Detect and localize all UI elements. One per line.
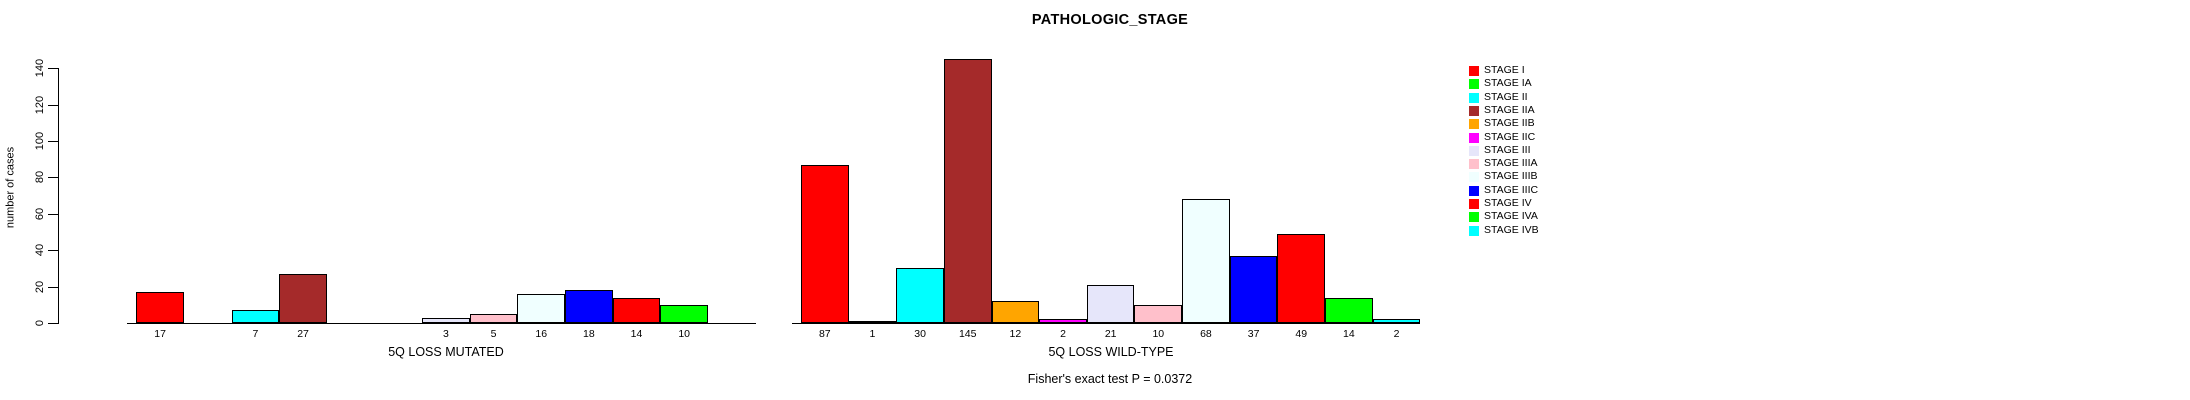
fisher-test-annotation: Fisher's exact test P = 0.0372 bbox=[1027, 372, 1193, 386]
bar-value-wild-type-stage-ivb: 2 bbox=[1393, 328, 1400, 340]
legend-label-stage-iic: STAGE IIC bbox=[1484, 130, 1536, 143]
legend-swatch-stage-iic bbox=[1469, 132, 1479, 143]
bar-value-wild-type-stage-iib: 12 bbox=[1009, 328, 1022, 340]
bar-mutated-stage-iva bbox=[660, 304, 708, 323]
bar-value-mutated-stage-iia: 27 bbox=[297, 328, 309, 340]
y-axis-tick-label-60: 60 bbox=[34, 207, 46, 220]
legend-swatch-stage-iib bbox=[1469, 119, 1479, 130]
y-axis-tick-100 bbox=[48, 140, 58, 142]
legend-label-stage-ia: STAGE IA bbox=[1484, 77, 1532, 90]
bar-wild-type-stage-ia bbox=[848, 321, 897, 324]
bar-mutated-stage-iiib bbox=[517, 293, 566, 323]
bar-wild-type-stage-iiia bbox=[1134, 304, 1183, 323]
x-axis-label-mutated: 5Q LOSS MUTATED bbox=[388, 345, 504, 359]
bar-wild-type-stage-iii bbox=[1086, 284, 1135, 323]
bar-wild-type-stage-iva bbox=[1325, 297, 1373, 323]
bar-value-wild-type-stage-iiic: 37 bbox=[1247, 328, 1260, 340]
bar-wild-type-stage-iiib bbox=[1182, 199, 1230, 323]
legend-swatch-stage-iiia bbox=[1469, 159, 1479, 170]
bar-wild-type-stage-iib bbox=[991, 301, 1040, 323]
bar-value-mutated-stage-ii: 7 bbox=[252, 328, 259, 340]
bar-value-wild-type-stage-iii: 21 bbox=[1104, 328, 1117, 340]
legend-label-stage-iia: STAGE IIA bbox=[1484, 103, 1535, 116]
legend-label-stage-iv: STAGE IV bbox=[1484, 197, 1532, 209]
legend-swatch-stage-ivb bbox=[1469, 225, 1479, 236]
legend-swatch-stage-iiib bbox=[1469, 172, 1479, 183]
y-axis-tick-120 bbox=[48, 104, 58, 106]
x-axis-line-mutated bbox=[126, 323, 756, 324]
bar-mutated-stage-iiia bbox=[469, 313, 518, 323]
bar-value-wild-type-stage-iv: 49 bbox=[1295, 328, 1308, 340]
y-axis-tick-label-40: 40 bbox=[34, 244, 46, 257]
bar-wild-type-stage-iia bbox=[943, 59, 992, 323]
legend-swatch-stage-i bbox=[1469, 66, 1479, 76]
legend-label-stage-iiib: STAGE IIIB bbox=[1484, 170, 1538, 183]
legend-label-stage-ivb: STAGE IVB bbox=[1484, 223, 1539, 236]
bar-wild-type-stage-iv bbox=[1277, 233, 1326, 323]
y-axis-tick-60 bbox=[48, 213, 58, 215]
y-axis-line bbox=[58, 68, 59, 324]
bar-value-mutated-stage-iva: 10 bbox=[678, 328, 690, 340]
legend-label-stage-ii: STAGE II bbox=[1484, 90, 1528, 103]
bar-value-wild-type-stage-i: 87 bbox=[818, 328, 831, 340]
bar-mutated-stage-iiic bbox=[565, 290, 613, 323]
legend-swatch-stage-iv bbox=[1469, 199, 1479, 209]
bar-value-mutated-stage-iiic: 18 bbox=[583, 328, 595, 340]
legend-label-stage-iva: STAGE IVA bbox=[1484, 210, 1538, 223]
bar-mutated-stage-iii bbox=[422, 317, 470, 323]
y-axis-tick-label-140: 140 bbox=[34, 58, 46, 78]
bar-mutated-stage-iv bbox=[612, 297, 661, 323]
legend-label-stage-iiic: STAGE IIIC bbox=[1484, 183, 1539, 196]
bar-wild-type-stage-ivb bbox=[1372, 319, 1421, 323]
bar-value-mutated-stage-iv: 14 bbox=[630, 328, 643, 340]
y-axis-tick-0 bbox=[48, 323, 58, 324]
bar-wild-type-stage-ii bbox=[896, 268, 944, 323]
y-axis-tick-label-20: 20 bbox=[34, 280, 46, 293]
bar-value-wild-type-stage-ia: 1 bbox=[869, 328, 876, 340]
y-axis-tick-20 bbox=[48, 286, 58, 288]
y-axis-tick-label-0: 0 bbox=[34, 319, 46, 327]
y-axis-tick-80 bbox=[48, 177, 58, 179]
legend-swatch-stage-iiic bbox=[1469, 185, 1479, 196]
bar-value-mutated-stage-iiib: 16 bbox=[535, 328, 548, 340]
bar-value-mutated-stage-iiia: 5 bbox=[490, 328, 497, 340]
y-axis-tick-40 bbox=[48, 250, 58, 252]
y-axis-title: number of cases bbox=[4, 146, 17, 229]
legend-label-stage-iib: STAGE IIB bbox=[1484, 117, 1535, 130]
bar-value-mutated-stage-i: 17 bbox=[154, 328, 166, 340]
x-axis-line-wild-type bbox=[791, 323, 1421, 324]
y-axis-tick-label-80: 80 bbox=[34, 171, 46, 184]
bar-value-wild-type-stage-iva: 14 bbox=[1343, 328, 1355, 340]
legend-swatch-stage-ii bbox=[1469, 92, 1479, 103]
legend-label-stage-iiia: STAGE IIIA bbox=[1484, 157, 1538, 170]
bar-value-wild-type-stage-iia: 145 bbox=[958, 328, 977, 340]
legend-swatch-stage-iva bbox=[1469, 212, 1479, 223]
bar-value-wild-type-stage-iic: 2 bbox=[1060, 328, 1066, 340]
bar-mutated-stage-i bbox=[136, 292, 184, 323]
bar-value-wild-type-stage-ii: 30 bbox=[914, 328, 926, 340]
x-axis-label-wild-type: 5Q LOSS WILD-TYPE bbox=[1048, 345, 1174, 359]
bar-wild-type-stage-i bbox=[801, 164, 849, 323]
legend-swatch-stage-iii bbox=[1469, 145, 1479, 156]
bar-wild-type-stage-iiic bbox=[1229, 255, 1278, 323]
legend-swatch-stage-iia bbox=[1469, 105, 1479, 116]
bar-value-mutated-stage-iii: 3 bbox=[443, 328, 449, 340]
chart-title: PATHOLOGIC_STAGE bbox=[1031, 12, 1189, 28]
bar-value-wild-type-stage-iiib: 68 bbox=[1200, 328, 1212, 340]
bar-mutated-stage-iia bbox=[279, 273, 327, 323]
bar-value-wild-type-stage-iiia: 10 bbox=[1152, 328, 1165, 340]
legend-swatch-stage-ia bbox=[1469, 79, 1479, 90]
bar-mutated-stage-ii bbox=[231, 310, 280, 323]
y-axis-tick-label-100: 100 bbox=[34, 131, 46, 151]
bar-wild-type-stage-iic bbox=[1039, 319, 1087, 323]
legend-label-stage-i: STAGE I bbox=[1484, 64, 1525, 76]
y-axis-tick-140 bbox=[48, 68, 58, 70]
legend-label-stage-iii: STAGE III bbox=[1484, 143, 1531, 156]
y-axis-tick-label-120: 120 bbox=[34, 95, 46, 114]
